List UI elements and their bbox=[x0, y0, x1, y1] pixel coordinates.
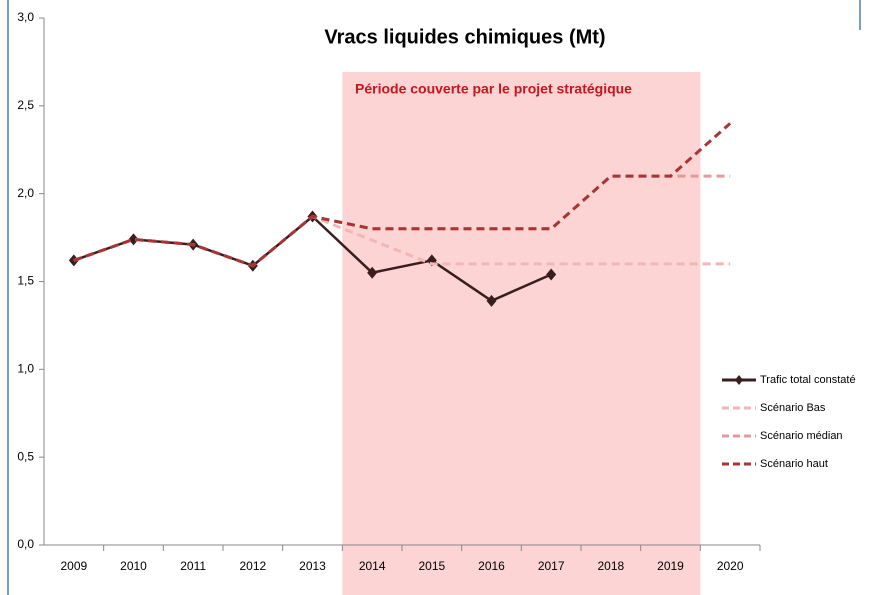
shade-layer bbox=[342, 72, 701, 595]
y-tick-label: 3,0 bbox=[17, 10, 34, 24]
x-tick-label: 2012 bbox=[239, 559, 266, 573]
chart-title: Vracs liquides chimiques (Mt) bbox=[324, 26, 605, 48]
x-tick-label: 2018 bbox=[597, 559, 624, 573]
y-tick-label: 0,0 bbox=[17, 537, 34, 551]
legend-label: Scénario haut bbox=[760, 458, 828, 470]
y-tick-label: 2,5 bbox=[17, 98, 34, 112]
point-marker bbox=[128, 233, 139, 246]
legend-label: Scénario Bas bbox=[760, 402, 826, 414]
point-marker bbox=[367, 266, 378, 279]
y-tick-label: 0,5 bbox=[17, 449, 34, 463]
x-tick-label: 2014 bbox=[359, 559, 386, 573]
y-tick-label: 1,0 bbox=[17, 362, 34, 376]
point-marker bbox=[486, 294, 497, 307]
legend-label: Scénario médian bbox=[760, 430, 843, 442]
annotation: Période couverte par le projet stratégiq… bbox=[355, 81, 632, 97]
x-tick-label: 2011 bbox=[180, 559, 206, 573]
x-tick-label: 2017 bbox=[538, 559, 565, 573]
x-tick-label: 2016 bbox=[478, 559, 505, 573]
y-tick-label: 1,5 bbox=[17, 274, 34, 288]
y-tick-label: 2,0 bbox=[17, 186, 34, 200]
point-marker bbox=[546, 268, 557, 281]
legend-marker bbox=[735, 375, 743, 385]
x-tick-label: 2019 bbox=[657, 559, 684, 573]
x-tick-label: 2015 bbox=[418, 559, 445, 573]
x-tick-label: 2020 bbox=[717, 559, 744, 573]
series-line bbox=[73, 122, 732, 268]
period-shade bbox=[342, 72, 701, 595]
x-tick-label: 2010 bbox=[120, 559, 147, 573]
x-tick-label: 2009 bbox=[60, 559, 87, 573]
legend-label: Trafic total constaté bbox=[760, 374, 856, 386]
x-tick-label: 2013 bbox=[299, 559, 326, 573]
